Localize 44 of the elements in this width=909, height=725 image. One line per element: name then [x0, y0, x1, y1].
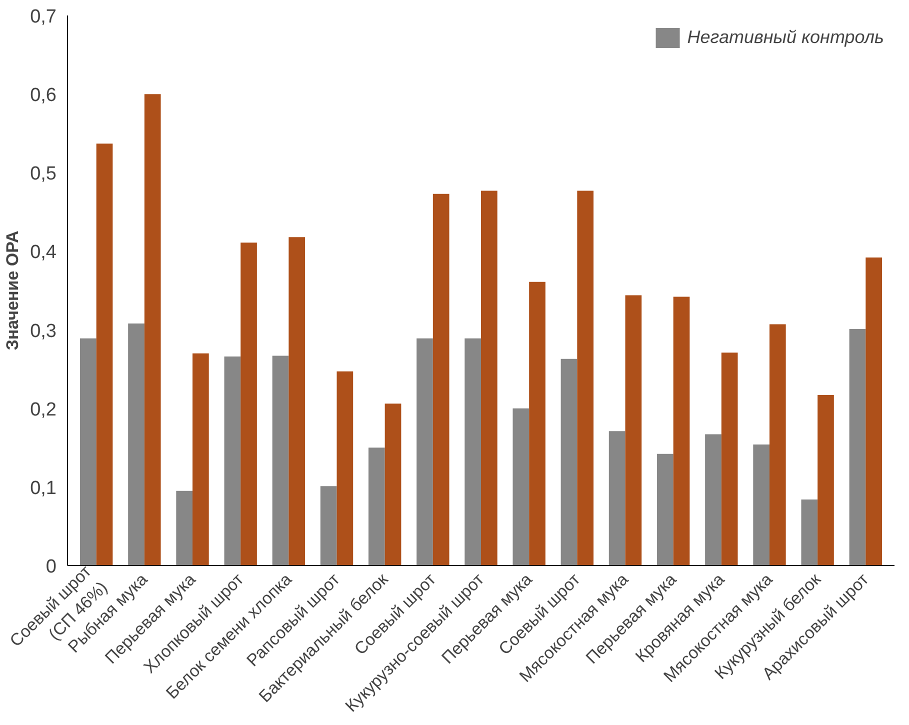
bar [849, 329, 866, 566]
y-tick-label: 0,3 [30, 320, 57, 342]
bar [512, 408, 530, 566]
bar [176, 490, 193, 566]
bar [577, 190, 594, 566]
bar [128, 324, 144, 566]
y-axis-title: Значение ОРА [3, 230, 22, 350]
bar [608, 431, 626, 566]
bar [801, 500, 818, 566]
bar [272, 356, 289, 566]
bar [368, 448, 385, 566]
bar [224, 356, 241, 566]
bar [240, 242, 257, 566]
bar [560, 358, 578, 566]
bar [464, 338, 481, 566]
y-tick-label: 0 [46, 556, 57, 578]
bar [144, 94, 161, 566]
bar [432, 194, 450, 566]
bar [625, 295, 642, 566]
bar [818, 395, 834, 566]
bar [753, 444, 770, 566]
bar [96, 144, 113, 566]
bar [529, 282, 546, 566]
y-tick-label: 0,4 [30, 242, 57, 264]
bar [320, 486, 337, 566]
bar [384, 404, 402, 566]
bar [705, 434, 722, 566]
y-tick-label: 0,2 [30, 399, 57, 420]
bar [769, 324, 786, 566]
legend-label: Негативный контроль [687, 27, 884, 48]
bar [192, 353, 209, 566]
bar [481, 190, 498, 566]
bar [656, 454, 674, 566]
y-tick-label: 0,5 [30, 164, 57, 185]
bar [673, 296, 690, 566]
y-tick-label: 0,7 [30, 6, 57, 28]
y-tick-label: 0,1 [30, 478, 57, 499]
bar [336, 371, 354, 566]
bar [80, 338, 96, 566]
y-tick-label: 0,6 [30, 85, 57, 106]
bar [416, 338, 433, 566]
bar [288, 237, 306, 566]
bar [866, 258, 882, 566]
bar [721, 352, 738, 566]
